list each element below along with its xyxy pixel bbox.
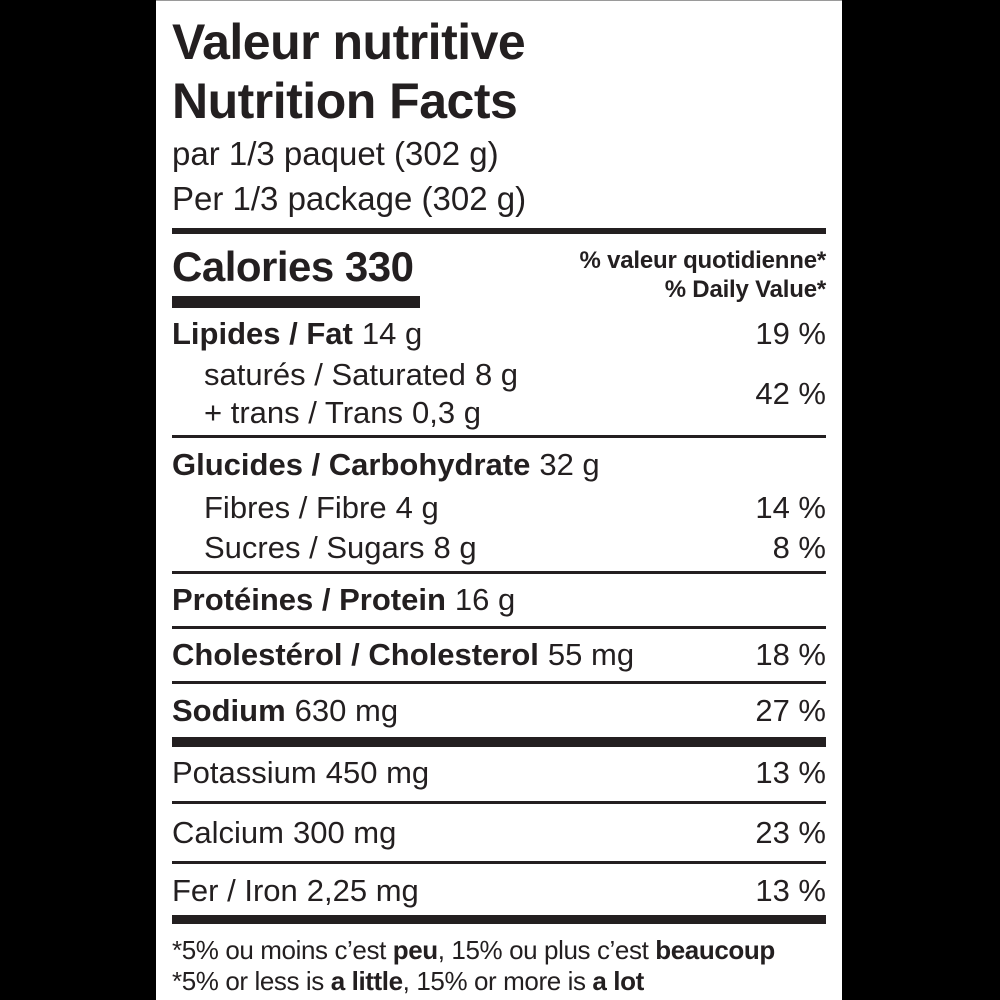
trans-name: + trans / Trans [204,395,404,430]
potassium-amount: 450 mg [325,755,430,790]
potassium-name: Potassium [172,755,317,790]
row-sodium: Sodium 630 mg 27 % [172,687,826,735]
sodium-daily-value: 27 % [755,693,826,728]
cholesterol-amount: 55 mg [547,637,635,672]
trans-line: + trans / Trans 0,3 g [172,394,518,432]
footnote-separator-bar [172,915,826,924]
calories-row: Calories 330 [172,244,420,308]
carbohydrate-name: Glucides / Carbohydrate [172,447,531,482]
daily-value-header-english: % Daily Value* [664,276,826,303]
saturated-amount: 8 g [474,357,519,392]
row-fibre: Fibres / Fibre 4 g 14 % [172,488,826,528]
row-saturated-trans: saturés / Saturated 8 g + trans / Trans 0,… [172,356,826,432]
calories-label: Calories [172,243,334,290]
calcium-amount: 300 mg [292,815,397,850]
fat-daily-value: 19 % [755,316,826,351]
iron-amount: 2,25 mg [306,873,419,908]
separator [172,626,826,629]
sugars-name: Sucres / Sugars [204,530,425,565]
sugars-amount: 8 g [433,530,477,565]
protein-name: Protéines / Protein [172,582,446,617]
iron-name: Fer / Iron [172,873,298,908]
separator [172,571,826,574]
cholesterol-name: Cholestérol / Cholesterol [172,637,539,672]
row-potassium: Potassium 450 mg 13 % [172,747,826,798]
nutrition-facts-label: Valeur nutritive Nutrition Facts par 1/3… [156,0,842,1000]
protein-amount: 16 g [454,582,516,617]
potassium-daily-value: 13 % [755,755,826,790]
sugars-daily-value: 8 % [772,530,826,565]
row-calcium: Calcium 300 mg 23 % [172,807,826,858]
header-separator-bar [172,228,826,234]
calories-value: 330 [344,243,414,290]
separator [172,435,826,438]
serving-size-english: Per 1/3 package (302 g) [172,180,527,217]
fibre-name: Fibres / Fibre [204,490,387,525]
daily-value-header-french: % valeur quotidienne* [579,247,826,274]
cholesterol-daily-value: 18 % [755,637,826,672]
footnote-french: *5% ou moins c’est peu, 15% ou plus c’es… [172,935,775,965]
calories-section: Calories 330 % valeur quotidienne* % Dai… [172,244,826,308]
saturated-name: saturés / Saturated [204,357,466,392]
iron-daily-value: 13 % [755,873,826,908]
sodium-amount: 630 mg [294,693,399,728]
calcium-daily-value: 23 % [755,815,826,850]
saturated-line: saturés / Saturated 8 g [172,356,518,394]
fat-name: Lipides / Fat [172,316,353,351]
row-sugars: Sucres / Sugars 8 g 8 % [172,528,826,568]
title-french: Valeur nutritive [172,14,526,70]
row-fat: Lipides / Fat 14 g 19 % [172,312,826,356]
fibre-amount: 4 g [395,490,439,525]
footnote-english: *5% or less is a little, 15% or more is … [172,966,644,996]
separator [172,801,826,804]
fat-amount: 14 g [361,316,423,351]
row-iron: Fer / Iron 2,25 mg 13 % [172,867,826,915]
minerals-separator-bar [172,737,826,747]
trans-amount: 0,3 g [412,395,481,430]
saturated-trans-daily-value: 42 % [755,376,826,411]
carbohydrate-amount: 32 g [539,447,600,482]
calcium-name: Calcium [172,815,284,850]
sodium-name: Sodium [172,693,286,728]
footnote: *5% ou moins c’est peu, 15% ou plus c’es… [172,935,826,997]
serving-size-french: par 1/3 paquet (302 g) [172,135,499,172]
daily-value-header: % valeur quotidienne* % Daily Value* [579,246,826,304]
fibre-daily-value: 14 % [755,490,826,525]
row-carbohydrate: Glucides / Carbohydrate 32 g [172,442,826,488]
separator [172,861,826,864]
separator [172,681,826,684]
row-protein: Protéines / Protein 16 g [172,577,826,623]
row-cholesterol: Cholestérol / Cholesterol 55 mg 18 % [172,632,826,678]
title-english: Nutrition Facts [172,73,518,129]
